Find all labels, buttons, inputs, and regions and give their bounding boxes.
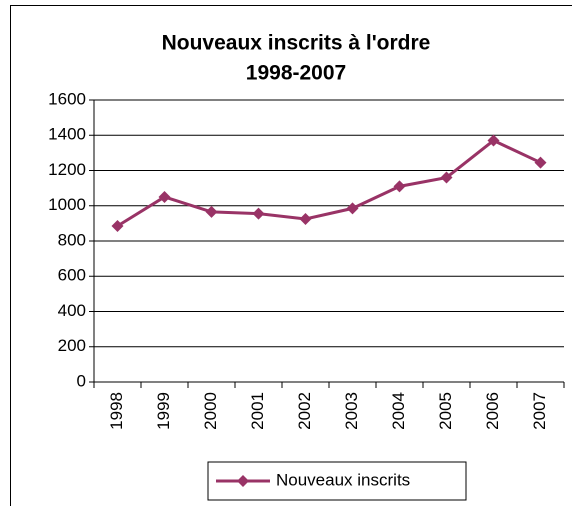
data-point — [205, 205, 218, 218]
data-point — [111, 220, 124, 233]
chart-subtitle: 1998-2007 — [246, 62, 346, 85]
series-line — [116, 138, 542, 228]
data-point — [252, 207, 265, 220]
y-tick-label: 1600 — [48, 89, 86, 108]
y-tick-label: 200 — [58, 336, 86, 355]
data-point — [346, 202, 359, 215]
data-point — [158, 190, 171, 203]
x-tick-label: 2007 — [530, 392, 549, 430]
y-tick-label: 0 — [77, 371, 86, 390]
legend-marker — [237, 475, 249, 487]
x-tick-label: 2006 — [483, 392, 502, 430]
x-tick-label: 2001 — [248, 392, 267, 430]
x-tick-label: 2005 — [436, 392, 455, 430]
y-tick-label: 600 — [58, 266, 86, 285]
data-point — [299, 212, 312, 225]
y-tick-label: 1200 — [48, 160, 86, 179]
x-tick-label: 2002 — [295, 392, 314, 430]
y-tick-label: 1400 — [48, 125, 86, 144]
x-tick-label: 2004 — [389, 392, 408, 430]
data-point — [393, 180, 406, 193]
chart-frame — [10, 5, 572, 506]
chart-title: Nouveaux inscrits à l'ordre — [162, 32, 431, 55]
x-tick-label: 1999 — [154, 392, 173, 430]
data-point — [440, 171, 453, 184]
data-point — [534, 156, 547, 169]
y-tick-label: 1000 — [48, 195, 86, 214]
x-tick-label: 1998 — [107, 392, 126, 430]
x-tick-label: 2000 — [201, 392, 220, 430]
legend-label: Nouveaux inscrits — [276, 470, 410, 489]
y-tick-label: 400 — [58, 301, 86, 320]
y-tick-label: 800 — [58, 230, 86, 249]
x-tick-label: 2003 — [342, 392, 361, 430]
data-point — [487, 134, 500, 147]
